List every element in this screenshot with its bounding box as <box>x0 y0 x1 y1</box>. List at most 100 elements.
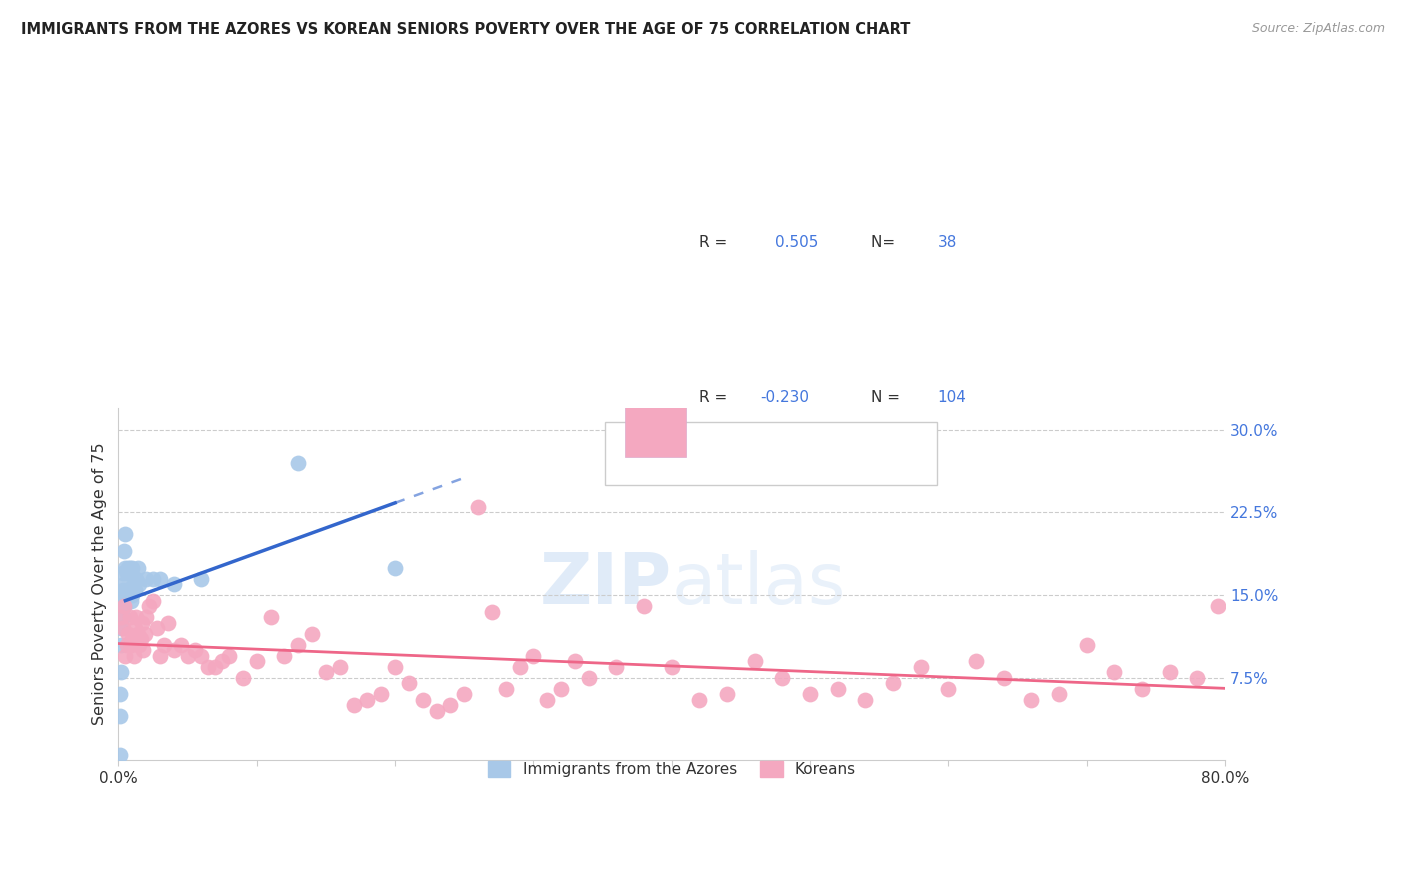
Point <box>114 588 136 602</box>
Point <box>149 572 172 586</box>
Point <box>115 582 138 597</box>
Point <box>343 698 366 713</box>
Point <box>1159 665 1181 680</box>
Text: ZIP: ZIP <box>540 549 672 618</box>
Point <box>550 681 572 696</box>
Point <box>124 621 146 635</box>
Point <box>110 665 132 680</box>
Point <box>108 687 131 701</box>
Text: N=: N= <box>870 235 900 250</box>
Point <box>146 621 169 635</box>
Text: R =: R = <box>699 235 733 250</box>
Point <box>495 681 517 696</box>
Point <box>273 648 295 663</box>
Point <box>329 659 352 673</box>
Text: Source: ZipAtlas.com: Source: ZipAtlas.com <box>1251 22 1385 36</box>
Point <box>938 681 960 696</box>
Point <box>315 665 337 680</box>
Point <box>138 599 160 613</box>
Point <box>412 693 434 707</box>
Text: atlas: atlas <box>672 549 846 618</box>
Point <box>134 626 156 640</box>
Point <box>112 577 135 591</box>
Point <box>190 572 212 586</box>
Point <box>111 566 134 580</box>
Text: 0.505: 0.505 <box>775 235 818 250</box>
Point <box>142 593 165 607</box>
Point <box>163 643 186 657</box>
Point <box>661 659 683 673</box>
Point <box>965 654 987 668</box>
Text: 104: 104 <box>938 390 966 405</box>
Point <box>287 456 309 470</box>
Point <box>131 615 153 630</box>
Point <box>176 648 198 663</box>
Point <box>218 648 240 663</box>
Point <box>121 588 143 602</box>
Point <box>120 593 142 607</box>
Point <box>110 610 132 624</box>
Point <box>121 560 143 574</box>
Point <box>384 659 406 673</box>
Point <box>882 676 904 690</box>
Point <box>772 671 794 685</box>
Point <box>170 638 193 652</box>
Point <box>117 626 139 640</box>
Point <box>1104 665 1126 680</box>
Point <box>111 582 134 597</box>
Point <box>211 654 233 668</box>
Point <box>232 671 254 685</box>
Point <box>118 610 141 624</box>
Point <box>153 638 176 652</box>
Point <box>744 654 766 668</box>
Point <box>118 560 141 574</box>
Point <box>827 681 849 696</box>
Y-axis label: Seniors Poverty Over the Age of 75: Seniors Poverty Over the Age of 75 <box>93 442 107 725</box>
Point <box>993 671 1015 685</box>
Point <box>111 621 134 635</box>
Point <box>120 638 142 652</box>
Point <box>1047 687 1070 701</box>
Point <box>688 693 710 707</box>
Point <box>246 654 269 668</box>
Point <box>578 671 600 685</box>
Point <box>183 643 205 657</box>
Point <box>115 566 138 580</box>
Point <box>117 582 139 597</box>
Point <box>112 544 135 558</box>
Point <box>114 527 136 541</box>
Point <box>135 572 157 586</box>
Point <box>110 588 132 602</box>
Point <box>125 572 148 586</box>
Point <box>910 659 932 673</box>
Point <box>122 648 145 663</box>
Point <box>114 560 136 574</box>
Point <box>121 632 143 647</box>
Point <box>398 676 420 690</box>
Point <box>110 638 132 652</box>
Point <box>115 638 138 652</box>
Point <box>467 500 489 514</box>
Point <box>135 610 157 624</box>
Point <box>1076 638 1098 652</box>
Point <box>142 572 165 586</box>
Point <box>356 693 378 707</box>
Point <box>439 698 461 713</box>
Point <box>605 659 627 673</box>
Point <box>112 599 135 613</box>
Point <box>111 610 134 624</box>
Point <box>108 709 131 723</box>
FancyBboxPatch shape <box>606 422 938 485</box>
Point <box>128 577 150 591</box>
Point <box>799 687 821 701</box>
Point <box>204 659 226 673</box>
Point <box>716 687 738 701</box>
Point <box>564 654 586 668</box>
Point <box>522 648 544 663</box>
Point <box>114 648 136 663</box>
Point <box>287 638 309 652</box>
Text: -0.230: -0.230 <box>761 390 810 405</box>
FancyBboxPatch shape <box>626 334 686 457</box>
Point <box>122 577 145 591</box>
FancyBboxPatch shape <box>626 178 686 302</box>
